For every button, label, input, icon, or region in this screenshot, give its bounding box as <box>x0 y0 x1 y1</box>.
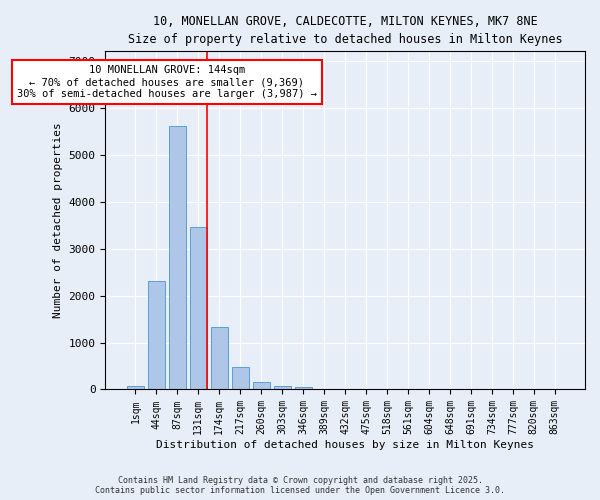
Bar <box>253 382 269 390</box>
Bar <box>148 282 165 390</box>
Text: Contains HM Land Registry data © Crown copyright and database right 2025.
Contai: Contains HM Land Registry data © Crown c… <box>95 476 505 495</box>
X-axis label: Distribution of detached houses by size in Milton Keynes: Distribution of detached houses by size … <box>156 440 534 450</box>
Bar <box>232 367 248 390</box>
Bar <box>127 386 144 390</box>
Bar <box>274 386 290 390</box>
Text: 10 MONELLAN GROVE: 144sqm
← 70% of detached houses are smaller (9,369)
30% of se: 10 MONELLAN GROVE: 144sqm ← 70% of detac… <box>17 66 317 98</box>
Bar <box>211 328 228 390</box>
Bar <box>190 228 207 390</box>
Y-axis label: Number of detached properties: Number of detached properties <box>53 122 63 318</box>
Title: 10, MONELLAN GROVE, CALDECOTTE, MILTON KEYNES, MK7 8NE
Size of property relative: 10, MONELLAN GROVE, CALDECOTTE, MILTON K… <box>128 15 562 46</box>
Bar <box>295 387 311 390</box>
Bar <box>169 126 186 390</box>
